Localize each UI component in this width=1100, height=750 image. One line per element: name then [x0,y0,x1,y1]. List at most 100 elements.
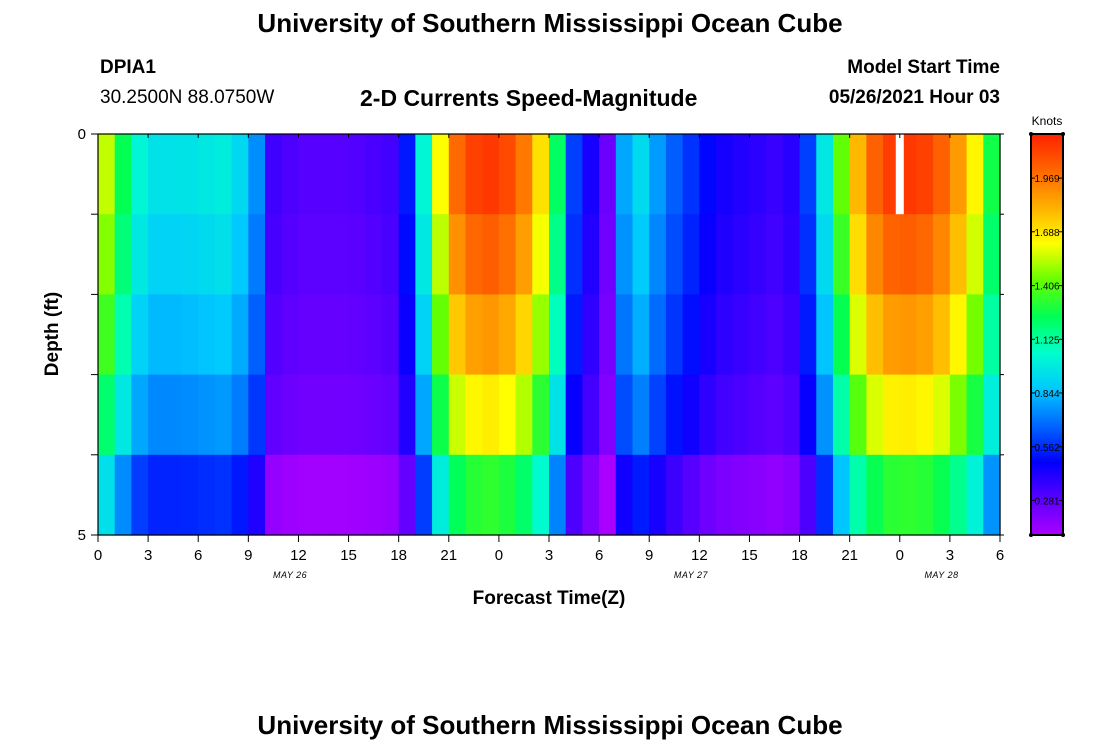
heatmap-cell [665,134,684,215]
heatmap-cell [866,214,884,295]
heatmap-cell [599,294,617,376]
heatmap-cell [231,134,249,215]
heatmap-cell [582,134,600,215]
heatmap-cell [949,134,968,215]
x-tick-label: 18 [390,547,407,564]
heatmap-cell [164,294,183,376]
chart-title: 2-D Currents Speed-Magnitude [360,85,698,111]
heatmap-cell [883,454,901,536]
heatmap-cell [549,294,567,376]
heatmap-cell [98,374,116,456]
heatmap-cell [565,134,583,215]
heatmap-cell [448,294,467,376]
heatmap-cell [632,374,650,456]
heatmap-cell [365,214,383,295]
x-tick-label: 12 [691,547,708,564]
heatmap-cell [482,214,500,295]
heatmap-cell [716,294,734,376]
heatmap-cell [582,454,600,536]
heatmap-cell [649,134,667,215]
heatmap-cell [933,214,951,295]
heatmap-cell [649,214,667,295]
heatmap-cell [832,214,851,295]
heatmap-cell [365,134,383,215]
heatmap-cell [448,454,467,536]
heatmap-cell [766,454,784,536]
heatmap-cell [348,454,366,536]
heatmap-cell [615,454,634,536]
heatmap-cell [632,214,650,295]
x-tick-label: 6 [996,547,1004,564]
heatmap-cell [732,214,751,295]
heatmap-cell [298,454,316,536]
heatmap-cell [415,374,433,456]
heatmap-cell [381,374,400,456]
heatmap-cell [782,214,801,295]
heatmap-cell [949,454,968,536]
colorbar-tick-label: 0.844 [1034,389,1059,400]
heatmap-cell [532,134,550,215]
heatmap-cell [398,214,416,295]
heatmap-cell [766,374,784,456]
heatmap-cell [949,374,968,456]
heatmap-cell [983,454,1001,536]
heatmap-cell [632,294,650,376]
x-tick-label: 6 [194,547,202,564]
heatmap-cell [699,294,717,376]
heatmap-cell [114,214,132,295]
heatmap-cell [599,454,617,536]
heatmap-cell [682,294,700,376]
heatmap-cell [298,374,316,456]
heatmap-cell [899,214,918,295]
heatmap-cell [866,454,884,536]
heatmap-cell [164,214,183,295]
heatmap-cell [432,294,450,376]
heatmap-cell [415,454,433,536]
colorbar-unit-label: Knots [1032,114,1063,128]
heatmap-cell [732,454,751,536]
colorbar-tick-label: 1.125 [1034,335,1059,346]
heatmap-cell [832,454,851,536]
heatmap-cell [131,374,149,456]
heatmap-cell [465,134,483,215]
heatmap-cell [198,374,216,456]
x-date-label: MAY 28 [924,570,958,580]
heatmap-cell [732,294,751,376]
heatmap-cell [398,294,416,376]
heatmap-cell [482,134,500,215]
top-title: University of Southern Mississippi Ocean… [257,8,843,38]
heatmap-cell [315,134,333,215]
heatmap-cell [231,294,249,376]
heatmap-cell [565,214,583,295]
heatmap-cell [348,294,366,376]
heatmap-cell [365,374,383,456]
heatmap-cell [749,134,767,215]
heatmap-cell [398,374,416,456]
heatmap-cell [198,214,216,295]
heatmap-cell [565,454,583,536]
heatmap-cell [515,214,533,295]
x-tick-label: 9 [645,547,653,564]
heatmap-cell [114,374,132,456]
heatmap-cell [899,374,918,456]
heatmap-cell [98,134,116,215]
heatmap-cell [248,294,266,376]
heatmap-cell [448,374,467,456]
heatmap-cell [665,454,684,536]
heatmap-cell [883,214,901,295]
heatmap-cell [816,294,834,376]
heatmap-cell [298,134,316,215]
heatmap-cell [498,294,517,376]
heatmap-cell [331,374,350,456]
heatmap-cell [265,134,283,215]
x-tick-label: 3 [144,547,152,564]
heatmap-cell [799,294,817,376]
heatmap-cell [665,294,684,376]
heatmap-cell [615,374,634,456]
x-tick-label: 9 [244,547,252,564]
heatmap-cell [131,134,149,215]
heatmap-cell [331,214,350,295]
heatmap-cell [832,374,851,456]
heatmap-cell [582,294,600,376]
station-coordinates: 30.2500N 88.0750W [100,87,275,108]
